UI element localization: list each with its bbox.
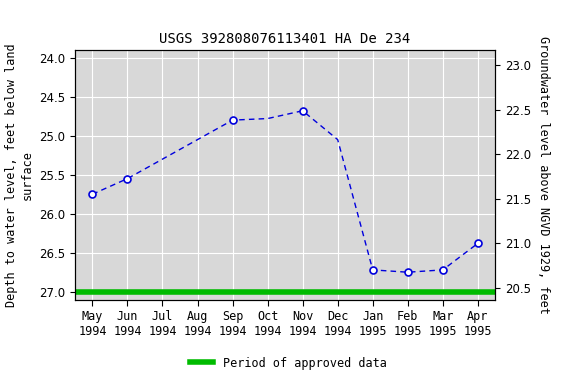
Y-axis label: Groundwater level above NGVD 1929, feet: Groundwater level above NGVD 1929, feet <box>537 36 550 314</box>
Y-axis label: Depth to water level, feet below land
surface: Depth to water level, feet below land su… <box>6 43 33 306</box>
Legend: Period of approved data: Period of approved data <box>185 352 391 374</box>
Title: USGS 392808076113401 HA De 234: USGS 392808076113401 HA De 234 <box>160 32 411 46</box>
